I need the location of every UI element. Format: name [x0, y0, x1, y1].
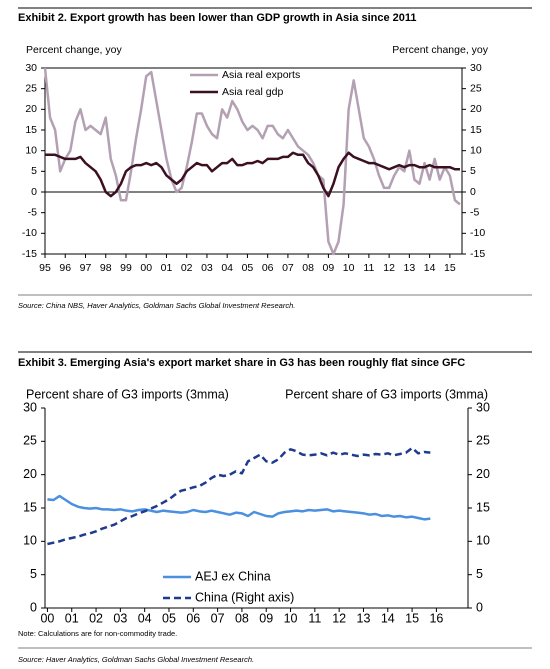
y-tick-label: 10 [23, 534, 37, 548]
x-tick-label: 11 [363, 262, 374, 274]
y2-tick-label: 5 [476, 567, 483, 581]
y-tick-label: 30 [25, 62, 37, 74]
x-tick-label: 99 [120, 262, 132, 274]
y-tick-label: 0 [31, 186, 37, 198]
x-tick-label: 06 [262, 262, 274, 274]
x-tick-label: 12 [383, 262, 395, 274]
y2-axis-label: Percent change, yoy [392, 44, 488, 56]
y-tick-label: -15 [22, 248, 37, 260]
y2-tick-label: 20 [470, 103, 482, 115]
y-tick-label: 30 [23, 400, 37, 414]
x-tick-label: 16 [429, 611, 443, 625]
y2-tick-label: 10 [470, 144, 482, 156]
y-tick-label: 5 [31, 165, 37, 177]
y2-tick-label: 15 [476, 500, 490, 514]
x-tick-label: 01 [65, 611, 79, 625]
x-tick-label: 00 [40, 611, 54, 625]
x-tick-label: 08 [302, 262, 314, 274]
x-tick-label: 11 [308, 611, 321, 625]
x-tick-label: 98 [100, 262, 112, 274]
x-tick-label: 13 [404, 262, 416, 274]
x-tick-label: 05 [242, 262, 254, 274]
x-tick-label: 06 [186, 611, 200, 625]
plot-frame [44, 67, 463, 255]
x-tick-label: 03 [113, 611, 127, 625]
x-tick-label: 15 [444, 262, 456, 274]
y2-tick-label: 30 [476, 400, 490, 414]
y-axis-label: Percent share of G3 imports (3mma) [26, 387, 229, 401]
note: Note: Calculations are for non-commodity… [18, 629, 177, 638]
series-line [47, 494, 431, 521]
y-tick-label: 20 [25, 103, 37, 115]
legend-label: Asia real gdp [222, 86, 283, 98]
y-tick-label: 25 [23, 434, 37, 448]
source: Source: China NBS, Haver Analytics, Gold… [18, 301, 295, 310]
x-tick-label: 01 [161, 262, 173, 274]
x-tick-label: 96 [59, 262, 71, 274]
x-tick-label: 09 [259, 611, 273, 625]
x-tick-label: 00 [140, 262, 152, 274]
x-tick-label: 13 [357, 611, 371, 625]
y-tick-label: 15 [23, 500, 37, 514]
y-tick-label: 15 [25, 124, 37, 136]
x-tick-label: 02 [89, 611, 103, 625]
legend-label: Asia real exports [222, 69, 300, 81]
y-tick-label: 10 [25, 144, 37, 156]
x-tick-label: 09 [323, 262, 335, 274]
y-tick-label: -10 [22, 227, 37, 239]
x-tick-label: 14 [381, 611, 395, 625]
x-tick-label: 05 [162, 611, 176, 625]
x-tick-label: 03 [201, 262, 213, 274]
x-tick-label: 15 [405, 611, 419, 625]
y2-tick-label: 25 [476, 434, 490, 448]
x-tick-label: 14 [424, 262, 436, 274]
y2-tick-label: 25 [470, 82, 482, 94]
y2-tick-label: 5 [470, 165, 476, 177]
y-tick-label: 5 [30, 567, 37, 581]
y2-tick-label: -15 [470, 248, 485, 260]
legend-label: AEJ ex China [195, 569, 271, 583]
source: Source: Haver Analytics, Goldman Sachs G… [18, 655, 254, 664]
x-tick-label: 10 [284, 611, 298, 625]
y2-tick-label: -10 [470, 227, 485, 239]
y-tick-label: 0 [30, 600, 37, 614]
x-tick-label: 07 [282, 262, 294, 274]
y-tick-label: -5 [28, 206, 37, 218]
x-tick-label: 08 [235, 611, 249, 625]
x-tick-label: 04 [221, 262, 233, 274]
x-tick-label: 95 [39, 262, 51, 274]
y2-tick-label: 20 [476, 467, 490, 481]
x-tick-label: 10 [343, 262, 355, 274]
series-line [47, 446, 431, 546]
y2-axis-label: Percent share of G3 imports (3mma) [285, 387, 488, 401]
y2-tick-label: 30 [470, 62, 482, 74]
legend-label: China (Right axis) [195, 590, 294, 604]
y-tick-label: 20 [23, 467, 37, 481]
series-line [45, 151, 460, 198]
y2-tick-label: 10 [476, 534, 490, 548]
y2-tick-label: 0 [470, 186, 476, 198]
x-tick-label: 07 [211, 611, 225, 625]
x-tick-label: 97 [80, 262, 92, 274]
y2-tick-label: 15 [470, 124, 482, 136]
y2-tick-label: -5 [470, 206, 479, 218]
series-line [43, 67, 461, 256]
chart-title: Exhibit 3. Emerging Asia's export market… [18, 357, 465, 369]
y-axis-label: Percent change, yoy [26, 44, 122, 56]
x-tick-label: 04 [138, 611, 152, 625]
y-tick-label: 25 [25, 82, 37, 94]
chart-title: Exhibit 2. Export growth has been lower … [18, 12, 417, 24]
x-tick-label: 02 [181, 262, 193, 274]
x-tick-label: 12 [332, 611, 346, 625]
y2-tick-label: 0 [476, 600, 483, 614]
